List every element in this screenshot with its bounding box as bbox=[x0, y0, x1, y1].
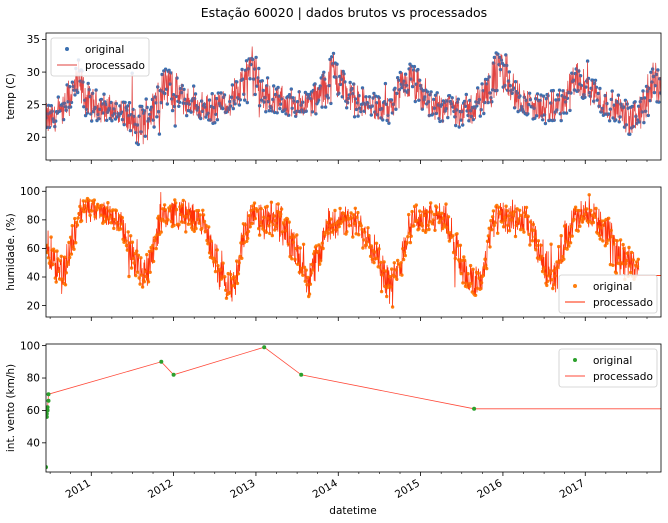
temp-y-tick-label: 25 bbox=[27, 99, 40, 111]
humidade-legend-processado-label: processado bbox=[593, 297, 653, 309]
humidade-y-tick-label: 80 bbox=[27, 215, 40, 227]
vento-original-point bbox=[171, 372, 176, 377]
vento-axes-frame bbox=[45, 343, 662, 473]
humidade-processado-line-overlay bbox=[46, 192, 640, 308]
temp-plot-area bbox=[46, 46, 661, 147]
figure-title: Estação 60020 | dados brutos vs processa… bbox=[201, 5, 487, 20]
vento-y-axis-title: int. vento (km/h) bbox=[5, 364, 17, 452]
vento-original-point bbox=[46, 398, 51, 403]
humidade-y-tick-label: 20 bbox=[27, 300, 40, 312]
vento-original-point bbox=[46, 414, 49, 419]
vento-original-point bbox=[46, 408, 50, 413]
temp-legend-box bbox=[50, 37, 150, 77]
humidade-legend: original processado bbox=[558, 274, 658, 314]
vento-original-point bbox=[46, 405, 50, 410]
humidade-legend-original-label: original bbox=[593, 281, 632, 293]
x-axis-title: datetime bbox=[329, 505, 376, 517]
temp-legend-original-label: original bbox=[85, 44, 124, 56]
humidade-y-tick-label: 40 bbox=[27, 272, 40, 284]
vento-original-point bbox=[46, 392, 51, 397]
vento-original-point bbox=[159, 359, 164, 364]
vento-legend-processado-label: processado bbox=[593, 371, 653, 383]
temp-y-tick-label: 20 bbox=[27, 132, 40, 144]
vento-y-tick-label: 80 bbox=[27, 373, 40, 385]
temp-processado-line-overlay bbox=[46, 46, 661, 145]
vento-y-tick-label: 40 bbox=[27, 438, 40, 450]
vento-original-point bbox=[262, 345, 267, 350]
temp-y-tick-label: 30 bbox=[27, 67, 40, 79]
humidade-legend-original-marker bbox=[573, 284, 577, 288]
vento-original-point bbox=[46, 465, 48, 470]
humidade-y-tick-label: 60 bbox=[27, 243, 40, 255]
vento-original-point bbox=[299, 372, 304, 377]
temp-axes-frame bbox=[45, 32, 662, 161]
vento-plot-area bbox=[46, 345, 661, 470]
vento-y-tick-label: 60 bbox=[27, 405, 40, 417]
vento-legend: original processado bbox=[558, 348, 658, 388]
humidade-plot-area bbox=[46, 192, 661, 309]
vento-y-tick-label: 100 bbox=[20, 340, 40, 352]
temp-legend-original-marker bbox=[65, 47, 69, 51]
humidade-y-tick-label: 100 bbox=[20, 186, 40, 198]
humidade-legend-box bbox=[558, 274, 658, 314]
temp-legend: original processado bbox=[50, 37, 150, 77]
temp-legend-processado-label: processado bbox=[85, 60, 145, 72]
humidade-y-axis-title: humidade. (%) bbox=[5, 213, 17, 291]
vento-original-point bbox=[46, 411, 49, 416]
temp-y-axis-title: temp (C) bbox=[5, 73, 17, 119]
vento-legend-original-label: original bbox=[593, 355, 632, 367]
humidade-axes-frame bbox=[45, 186, 662, 318]
vento-legend-original-marker bbox=[573, 358, 577, 362]
vento-legend-box bbox=[558, 348, 658, 388]
vento-original-point bbox=[472, 406, 477, 411]
temp-y-tick-label: 35 bbox=[27, 34, 40, 46]
humidity-panel: 20 40 60 80 100 humidade. (%) original processa… bbox=[5, 186, 662, 321]
temp-panel: 20 25 30 35 temp (C) original processado bbox=[5, 32, 662, 164]
